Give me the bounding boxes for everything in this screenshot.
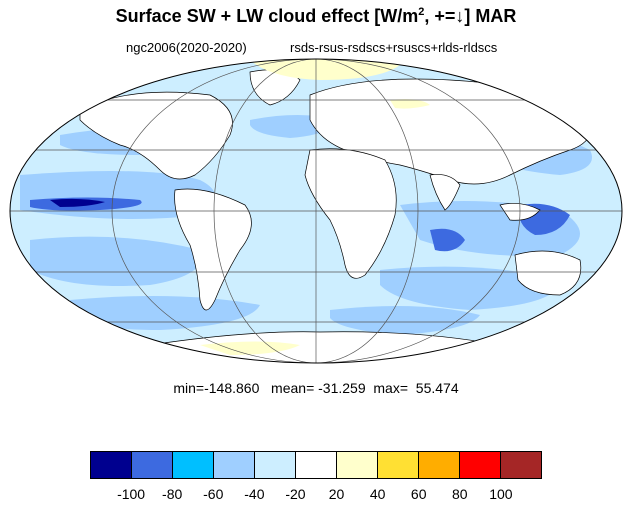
colorbar-tick-label: -40 xyxy=(244,486,265,502)
colorbar-tick-label: 80 xyxy=(452,486,468,502)
colorbar-segment xyxy=(91,452,132,478)
colorbar-tick-label: 60 xyxy=(410,486,427,502)
colorbar-segment xyxy=(501,452,541,478)
colorbar-segment xyxy=(378,452,419,478)
globe-outline xyxy=(9,58,623,364)
colorbar xyxy=(90,451,542,479)
colorbar-tick-label: 20 xyxy=(328,486,345,502)
colorbar-tick-label: -80 xyxy=(162,486,183,502)
colorbar-segment xyxy=(132,452,173,478)
positive-effect-regions xyxy=(200,59,430,355)
colorbar-tick-label: -100 xyxy=(117,486,146,502)
case-label: ngc2006(2020-2020) xyxy=(126,40,247,55)
colorbar-tick-label: -20 xyxy=(285,486,306,502)
colorbar-tick-label: -60 xyxy=(203,486,224,502)
colorbar-tick-label: 100 xyxy=(489,486,513,502)
colorbar-segment xyxy=(173,452,214,478)
colorbar-segment xyxy=(214,452,255,478)
colorbar-segment xyxy=(419,452,460,478)
colorbar-segment xyxy=(337,452,378,478)
colorbar-segment xyxy=(460,452,501,478)
map-title: Surface SW + LW cloud effect [W/m2, +=↓]… xyxy=(115,6,517,26)
colorbar-segment xyxy=(255,452,296,478)
variable-formula: rsds-rsus-rsdscs+rsuscs+rlds-rldscs xyxy=(290,40,498,55)
colorbar-segment xyxy=(296,452,337,478)
statistics-line: min=-148.860 mean= -31.259 max= 55.474 xyxy=(173,380,459,396)
colorbar-tick-label: 40 xyxy=(369,486,386,502)
